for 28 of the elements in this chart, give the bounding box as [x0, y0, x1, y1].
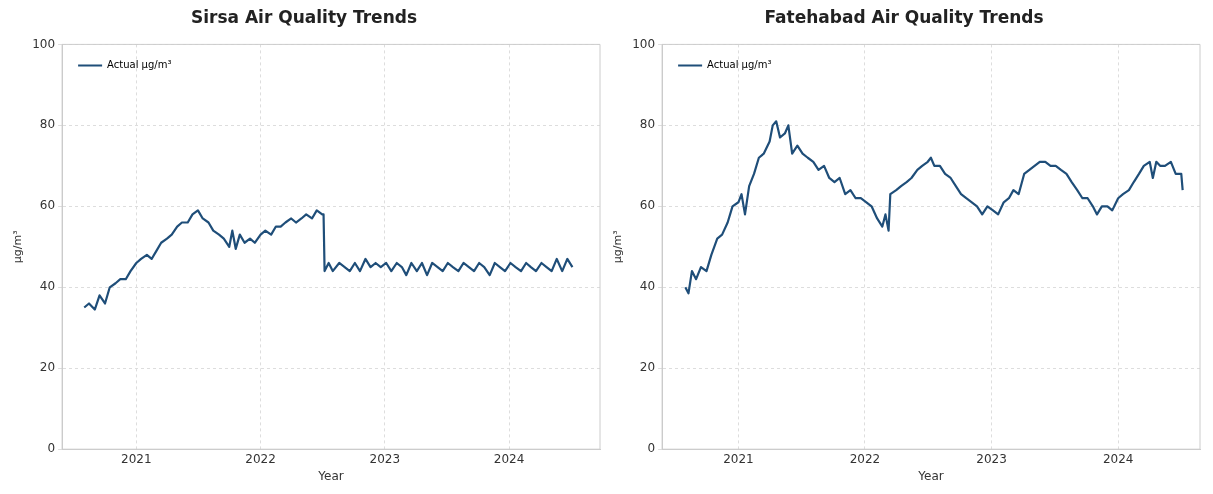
y-tick-label: 40: [39, 279, 56, 294]
y-tick-label: 80: [639, 117, 656, 132]
x-tick-label: 2024: [493, 451, 525, 466]
y-tick-label: 20: [639, 360, 656, 375]
legend-label: Actual µg/m³: [107, 58, 172, 70]
y-tick-label: 100: [32, 36, 56, 51]
x-tick-label: 2021: [121, 451, 152, 466]
y-tick-label: 60: [39, 198, 56, 213]
y-tick-label: 20: [39, 360, 56, 375]
x-tick-label: 2021: [723, 451, 754, 466]
y-axis-title: µg/m³: [11, 230, 25, 264]
y-tick-label: 40: [639, 279, 656, 294]
y-tick-label: 60: [639, 198, 656, 213]
x-tick-label: 2024: [1102, 451, 1134, 466]
x-tick-label: 2022: [245, 451, 276, 466]
y-axis-title: µg/m³: [611, 230, 625, 264]
y-tick-label: 0: [647, 441, 656, 456]
x-tick-label: 2023: [369, 451, 401, 466]
legend-label: Actual µg/m³: [707, 58, 772, 70]
chart-title: Fatehabad Air Quality Trends: [764, 6, 1044, 27]
x-tick-label: 2023: [976, 451, 1007, 466]
x-axis-title: Year: [317, 468, 344, 483]
x-tick-label: 2022: [849, 451, 881, 466]
y-tick-label: 80: [39, 117, 56, 132]
x-axis-title: Year: [917, 468, 944, 483]
y-tick-label: 100: [632, 36, 656, 51]
y-tick-label: 0: [47, 441, 56, 456]
chart-title: Sirsa Air Quality Trends: [190, 6, 418, 27]
